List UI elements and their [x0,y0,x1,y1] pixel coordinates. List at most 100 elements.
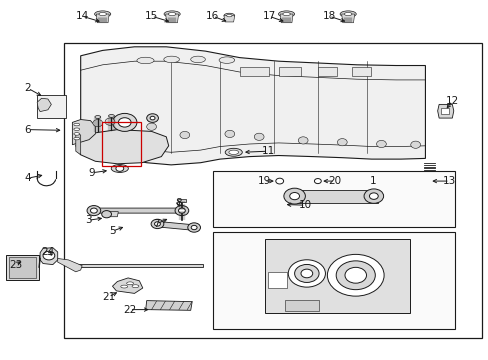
Ellipse shape [339,11,355,17]
Bar [212,171,454,227]
Circle shape [376,140,386,148]
Text: 6: 6 [24,125,31,135]
Text: 10: 10 [299,200,311,210]
Bar [267,272,287,288]
Ellipse shape [111,165,128,172]
Circle shape [151,219,163,229]
Circle shape [180,131,189,139]
Text: 19: 19 [257,176,270,186]
Circle shape [118,118,131,127]
Polygon shape [90,208,184,213]
Polygon shape [40,248,58,265]
Bar [351,67,370,76]
Text: 23: 23 [9,260,22,270]
Polygon shape [145,301,192,310]
Ellipse shape [121,285,127,288]
Text: 7: 7 [153,219,160,229]
Ellipse shape [74,137,80,140]
Polygon shape [112,278,142,293]
Ellipse shape [219,57,234,63]
Circle shape [336,261,375,290]
Circle shape [298,137,307,144]
Circle shape [116,166,123,171]
Ellipse shape [74,123,80,126]
Polygon shape [106,212,118,217]
Ellipse shape [344,13,351,15]
Circle shape [146,123,156,130]
Bar [317,67,337,76]
Circle shape [294,265,319,283]
Circle shape [270,175,288,188]
Polygon shape [165,14,178,23]
Ellipse shape [94,11,110,17]
Text: 13: 13 [442,176,456,186]
Polygon shape [292,190,377,203]
Circle shape [150,116,155,120]
Text: 16: 16 [205,11,219,21]
Text: 18: 18 [322,11,335,21]
Polygon shape [224,15,234,22]
Circle shape [178,208,185,213]
Ellipse shape [132,285,139,288]
Ellipse shape [74,132,80,135]
Text: 8: 8 [175,198,182,208]
Polygon shape [76,133,81,155]
Circle shape [90,208,97,213]
Circle shape [300,269,312,278]
Circle shape [410,141,420,148]
Circle shape [175,206,188,216]
Circle shape [105,118,115,125]
Ellipse shape [168,13,176,15]
Text: 1: 1 [369,176,376,186]
Ellipse shape [137,57,154,64]
Text: 3: 3 [84,215,91,225]
Text: 17: 17 [262,11,275,21]
Ellipse shape [126,282,133,285]
Circle shape [314,179,321,184]
Ellipse shape [108,114,114,117]
Circle shape [287,260,325,287]
Bar [440,108,448,114]
Text: 22: 22 [122,305,136,315]
Text: 12: 12 [445,96,458,106]
Circle shape [275,178,283,184]
Text: 14: 14 [75,11,89,21]
Text: 9: 9 [88,168,95,178]
Polygon shape [76,130,168,164]
Circle shape [87,206,101,216]
Circle shape [146,114,158,122]
Circle shape [337,139,346,146]
Text: 4: 4 [24,173,31,183]
Polygon shape [37,98,51,112]
Circle shape [224,130,234,138]
Bar [37,95,66,118]
Ellipse shape [278,11,294,17]
Circle shape [93,120,102,127]
Ellipse shape [95,116,101,118]
Bar [6,255,39,280]
Ellipse shape [190,56,205,63]
Polygon shape [156,221,195,230]
Circle shape [154,222,160,226]
Text: 15: 15 [144,11,158,21]
Circle shape [43,251,55,260]
Text: 11: 11 [261,146,274,156]
Circle shape [112,113,137,131]
Ellipse shape [226,14,231,17]
Bar [102,122,141,166]
Circle shape [327,255,384,296]
Ellipse shape [99,13,106,15]
Polygon shape [76,264,203,267]
Circle shape [191,225,197,230]
Text: 20: 20 [328,176,341,186]
Polygon shape [437,104,453,118]
Bar [63,43,481,338]
Ellipse shape [74,128,80,130]
Circle shape [284,188,305,204]
Bar [178,199,185,202]
Bar [9,257,36,278]
Circle shape [289,193,299,200]
Text: 5: 5 [109,226,116,236]
Ellipse shape [224,13,234,18]
Bar [278,67,300,76]
